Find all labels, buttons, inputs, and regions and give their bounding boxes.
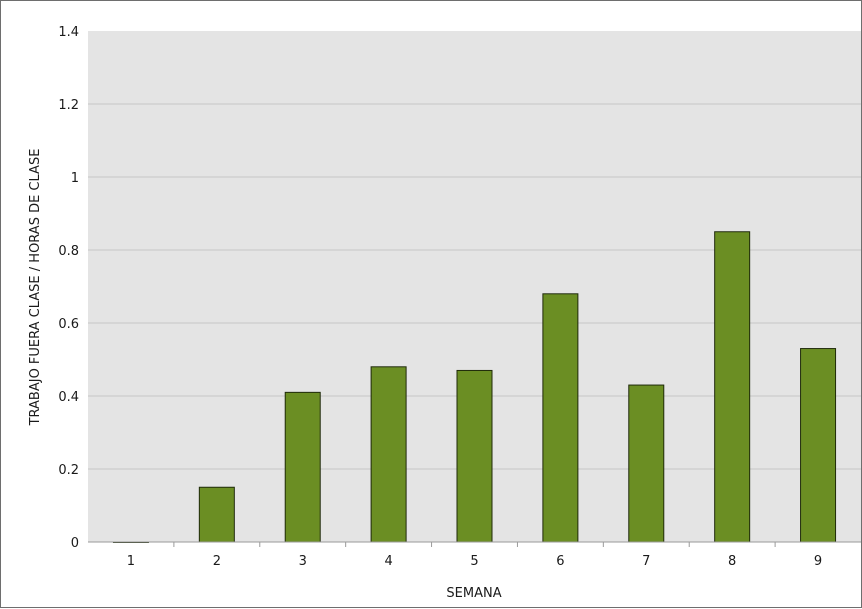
bar-semana-8 [714, 231, 751, 543]
x-tick-label: 7 [642, 554, 650, 569]
bar-semana-6 [542, 293, 579, 543]
y-axis-title: TRABAJO FUERA CLASE / HORAS DE CLASE [28, 149, 43, 427]
x-tick-label: 9 [814, 554, 822, 569]
x-tick-label: 3 [299, 554, 307, 569]
bar-semana-5 [456, 369, 493, 543]
y-tick-label: 0.2 [58, 463, 79, 478]
y-tick-label: 1.4 [58, 25, 79, 40]
x-tick-labels: 1 2 3 4 5 6 7 8 9 [127, 542, 822, 569]
x-tick-label: 8 [728, 554, 736, 569]
bar-semana-2 [198, 486, 235, 543]
bars [112, 231, 837, 543]
bar-semana-7 [628, 384, 665, 543]
y-tick-label: 1 [71, 171, 79, 186]
y-tick-label: 0.8 [58, 244, 79, 259]
x-tick-label: 5 [470, 554, 478, 569]
x-tick-label: 1 [127, 554, 135, 569]
bar-semana-4 [370, 366, 407, 543]
y-tick-label: 0 [71, 536, 79, 551]
x-tick-label: 2 [213, 554, 221, 569]
bar-semana-9 [800, 348, 837, 543]
y-tick-label: 1.2 [58, 98, 79, 113]
x-tick-label: 4 [384, 554, 392, 569]
x-tick-label: 6 [556, 554, 564, 569]
x-axis-title: SEMANA [446, 586, 501, 601]
y-tick-label: 0.6 [58, 317, 79, 332]
y-tick-labels: 0 0.2 0.4 0.6 0.8 1 1.2 1.4 [58, 25, 79, 551]
y-tick-label: 0.4 [58, 390, 79, 405]
bar-semana-3 [284, 391, 321, 543]
